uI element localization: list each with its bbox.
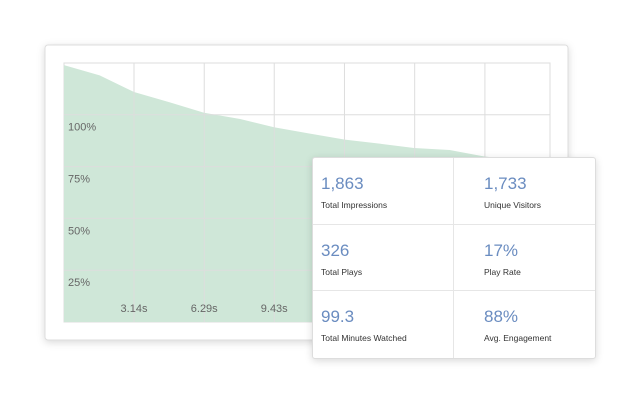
stat-label: Avg. Engagement	[484, 333, 552, 344]
stats-card: 1,863 Total Impressions 1,733 Unique Visito…	[312, 157, 596, 359]
stat: 1,863 Total Impressions	[313, 158, 454, 225]
x-tick-label: 9.43s	[261, 303, 288, 315]
y-tick-label: 50%	[68, 225, 90, 237]
stat: 326 Total Plays	[313, 224, 454, 292]
stat-label: Unique Visitors	[484, 200, 542, 210]
stat-label: Total Impressions	[321, 200, 388, 210]
x-tick-label: 3.14s	[121, 303, 148, 315]
y-tick-label: 75%	[68, 174, 90, 186]
stat-value: 326	[321, 240, 350, 260]
stat: 1,733 Unique Visitors	[454, 158, 595, 225]
stat: 99.3 Total Minutes Watched	[313, 291, 454, 358]
stat: 88% Avg. Engagement	[454, 291, 595, 358]
x-tick-label: 6.29s	[191, 303, 218, 315]
y-tick-label: 100%	[68, 122, 96, 134]
stat-value: 99.3	[321, 307, 355, 327]
stat-value: 17%	[484, 240, 519, 260]
stat-value: 1,733	[484, 174, 527, 193]
stat-value: 1,863	[321, 174, 364, 193]
stat-label: Total Plays	[321, 266, 363, 277]
stat-value: 88%	[484, 307, 519, 327]
y-tick-label: 25%	[68, 277, 90, 289]
stat-label: Play Rate	[484, 266, 521, 277]
stat: 17% Play Rate	[454, 225, 595, 292]
stat-label: Total Minutes Watched	[321, 333, 407, 344]
